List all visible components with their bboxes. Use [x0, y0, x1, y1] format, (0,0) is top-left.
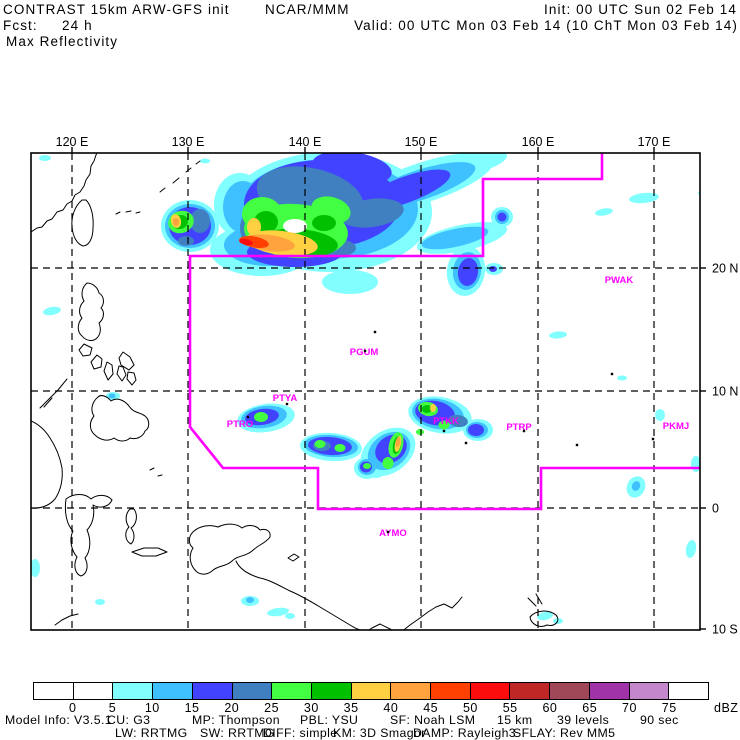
station-mark: [285, 402, 289, 406]
station-label-aymo: AYMO: [379, 528, 407, 539]
station-mark: [246, 415, 250, 419]
colorbar-cell: [470, 683, 511, 699]
timestep: 90 sec: [640, 713, 679, 727]
colorbar-tick-label: 40: [383, 701, 399, 715]
org-label: NCAR/MMM: [265, 2, 350, 17]
reflectivity-50-55: [239, 238, 253, 246]
damp-scheme: DAMP: Rayleigh3: [413, 726, 517, 740]
station-markers: [246, 330, 655, 534]
longitude-axis: 120 E 130 E 140 E 150 E 160 E 170 E: [56, 135, 671, 153]
station-label-pkmj: PKMJ: [663, 421, 689, 432]
levels: 39 levels: [557, 713, 610, 727]
colorbar-tick-label: 35: [343, 701, 359, 715]
station-mark: [442, 429, 446, 433]
model-title: CONTRAST 15km ARW-GFS init: [3, 2, 230, 17]
station-mark: [386, 530, 390, 534]
station-mark: [651, 437, 655, 441]
colorbar-tick-label: 15: [184, 701, 200, 715]
colorbar-cell: [192, 683, 233, 699]
valid-time: Valid: 00 UTC Mon 03 Feb 14 (10 ChT Mon …: [354, 18, 738, 33]
colorbar-tick-label: 75: [661, 701, 677, 715]
lat-tick-label: 20 N: [712, 262, 738, 276]
init-time: Init: 00 UTC Sun 02 Feb 14: [544, 2, 737, 17]
colorbar-cell: [629, 683, 670, 699]
colorbar-tick-label: 10: [144, 701, 160, 715]
reflectivity-colorbar: [33, 682, 709, 700]
sflay-scheme: SFLAY: Rev MM5: [513, 726, 616, 740]
colorbar-cell: [510, 683, 551, 699]
km-scheme: KM: 3D Smagor: [333, 726, 426, 740]
station-mark: [522, 429, 526, 433]
pbl-scheme: PBL: YSU: [300, 713, 359, 727]
station-label-ptya: PTYA: [273, 393, 298, 404]
lat-tick-label: 10 N: [712, 385, 738, 399]
colorbar-cell: [153, 683, 193, 699]
cu-scheme: CU: G3: [107, 713, 151, 727]
forecast-area-boundary: [188, 153, 700, 511]
station-mark: [373, 330, 377, 334]
colorbar-cell: [34, 683, 74, 699]
colorbar-cell: [669, 683, 708, 699]
grid-spacing: 15 km: [497, 713, 533, 727]
station-mark: [575, 443, 579, 447]
field-label: Max Reflectivity: [6, 34, 119, 49]
colorbar-tick-label: 50: [462, 701, 478, 715]
lon-tick-label: 160 E: [522, 135, 555, 149]
sf-scheme: SF: Noah LSM: [390, 713, 476, 727]
colorbar-cell: [391, 683, 432, 699]
lat-tick-label: 10 S: [712, 623, 738, 637]
station-label-ptkk: PTKK: [433, 416, 459, 427]
station-label-pwak: PWAK: [605, 275, 634, 286]
colorbar-cell: [73, 683, 114, 699]
colorbar-units: dBZ: [714, 701, 739, 715]
lon-tick-label: 120 E: [56, 135, 89, 149]
colorbar-cell: [272, 683, 312, 699]
colorbar-tick-label: 25: [264, 701, 280, 715]
lon-tick-label: 150 E: [405, 135, 438, 149]
colorbar-cell: [589, 683, 630, 699]
colorbar-tick-label: 20: [224, 701, 240, 715]
mp-scheme: MP: Thompson: [192, 713, 280, 727]
colorbar-cell: [550, 683, 590, 699]
colorbar-tick-label: 60: [542, 701, 558, 715]
station-mark: [610, 372, 614, 376]
colorbar-cell: [113, 683, 154, 699]
sw-scheme: SW: RRTMG: [200, 726, 275, 740]
colorbar-tick-label: 45: [423, 701, 439, 715]
colorbar-tick-label: 55: [502, 701, 518, 715]
model-info: Model Info: V3.5.1: [5, 713, 113, 727]
lon-tick-label: 170 E: [638, 135, 671, 149]
station-label-ptrp: PTRP: [506, 422, 532, 433]
fcst-hour: Fcst: 24 h: [3, 18, 93, 33]
gridlines: [31, 153, 700, 630]
colorbar-tick-label: 65: [582, 701, 598, 715]
station-mark: [363, 349, 367, 353]
colorbar-tick-label: 70: [622, 701, 637, 715]
colorbar-tick-label: 30: [303, 701, 319, 715]
colorbar-cell: [351, 683, 392, 699]
colorbar-cell: [431, 683, 471, 699]
colorbar-cell: [311, 683, 352, 699]
colorbar-cell: [232, 683, 273, 699]
station-mark: [464, 441, 468, 445]
colorbar-tick-label: 5: [108, 701, 117, 715]
diff-scheme: DIFF: simple: [263, 726, 338, 740]
lon-tick-label: 130 E: [172, 135, 205, 149]
reflectivity-hole: [283, 219, 307, 233]
station-label-ptro: PTRO: [227, 419, 253, 430]
colorbar-tick-label: 0: [69, 701, 77, 715]
station-labels: PWAK PGUM PTYA PTRO PTKK PTRP PKMJ AYMO: [227, 275, 689, 539]
colorbar-tick-labels: 0 5 10 15 20 25 30 35 40 45 50 55 60 65 70 75: [33, 701, 709, 715]
station-label-pgum: PGUM: [350, 347, 379, 358]
lon-tick-label: 140 E: [289, 135, 322, 149]
lw-scheme: LW: RRTMG: [115, 726, 188, 740]
lat-tick-label: 0: [712, 502, 719, 516]
latitude-axis: 20 N 10 N 0 10 S: [700, 262, 738, 637]
